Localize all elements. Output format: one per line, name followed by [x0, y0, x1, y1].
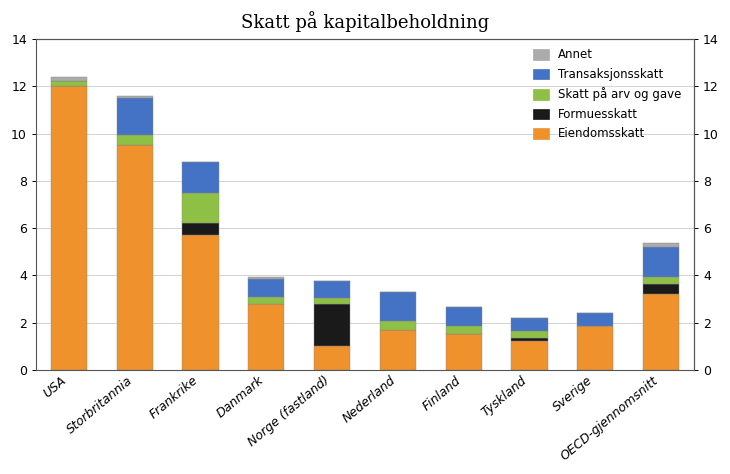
Bar — [182, 192, 218, 223]
Bar — [643, 294, 679, 370]
Bar — [445, 307, 482, 326]
Bar — [117, 96, 153, 98]
Bar — [117, 98, 153, 135]
Title: Skatt på kapitalbeholdning: Skatt på kapitalbeholdning — [241, 11, 489, 32]
Bar — [51, 77, 87, 81]
Bar — [248, 297, 285, 304]
Bar — [643, 244, 679, 247]
Legend: Annet, Transaksjonsskatt, Skatt på arv og gave, Formuesskatt, Eiendomsskatt: Annet, Transaksjonsskatt, Skatt på arv o… — [534, 48, 682, 140]
Bar — [512, 338, 548, 341]
Bar — [314, 281, 350, 298]
Bar — [380, 292, 416, 321]
Bar — [577, 326, 613, 370]
Bar — [512, 341, 548, 370]
Bar — [643, 283, 679, 294]
Bar — [512, 331, 548, 338]
Bar — [51, 86, 87, 370]
Bar — [445, 326, 482, 334]
Bar — [643, 247, 679, 276]
Bar — [314, 304, 350, 346]
Bar — [577, 313, 613, 326]
Bar — [248, 304, 285, 370]
Bar — [512, 318, 548, 331]
Bar — [380, 321, 416, 329]
Bar — [51, 81, 87, 86]
Bar — [643, 276, 679, 283]
Bar — [248, 279, 285, 297]
Bar — [117, 146, 153, 370]
Bar — [117, 135, 153, 146]
Bar — [182, 162, 218, 192]
Bar — [445, 334, 482, 370]
Bar — [248, 276, 285, 279]
Bar — [182, 235, 218, 370]
Bar — [380, 329, 416, 370]
Bar — [314, 346, 350, 370]
Bar — [182, 223, 218, 235]
Bar — [314, 298, 350, 304]
